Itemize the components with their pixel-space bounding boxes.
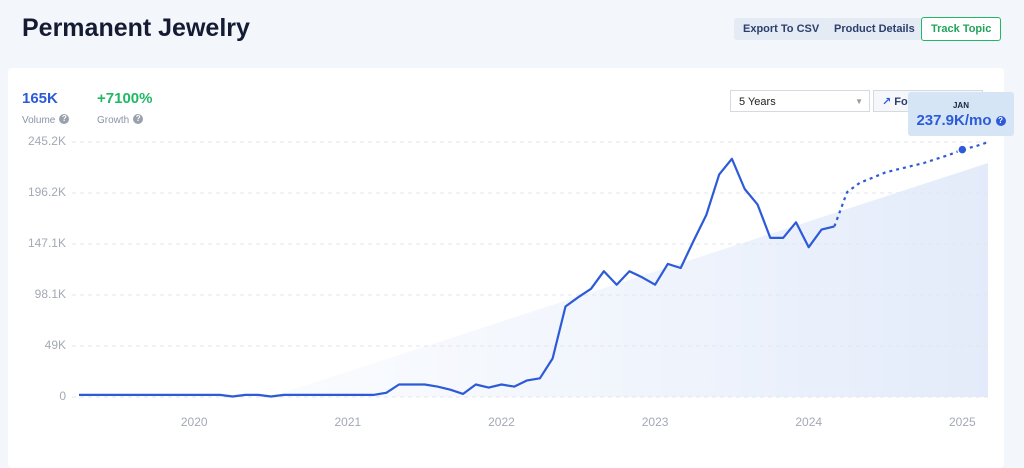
tooltip-month: JAN: [952, 101, 969, 110]
help-icon[interactable]: ?: [59, 113, 70, 124]
tooltip: JAN 237.9K/mo?: [908, 92, 1014, 136]
metric-value: +7100%: [97, 90, 153, 107]
growth-metric: +7100% Growth?: [97, 90, 152, 128]
dropdown-arrow: ▼: [855, 97, 863, 106]
metric-label: Volume: [22, 115, 56, 126]
range-value: 5 Years: [739, 96, 776, 108]
range-select[interactable]: 5 Years ▼: [730, 90, 870, 112]
export-button[interactable]: Export To CSV: [734, 18, 829, 40]
page-title: Permanent Jewelry: [22, 14, 250, 42]
page: {"header": {"title": "Permanent Jewelry"…: [8, 14, 1014, 468]
details-button[interactable]: Product Details: [825, 18, 924, 40]
track-button[interactable]: Track Topic: [921, 17, 1002, 41]
tooltip-value: 237.9K/mo: [916, 112, 992, 129]
help-icon[interactable]: ?: [133, 113, 144, 124]
volume-metric: 165K Volume?: [22, 90, 70, 128]
chart-card: [8, 68, 1004, 468]
trend-icon: ↗: [882, 96, 892, 108]
metric-label: Growth: [97, 115, 130, 126]
metric-value: 165K: [22, 90, 58, 107]
help-icon[interactable]: ?: [995, 116, 1006, 127]
